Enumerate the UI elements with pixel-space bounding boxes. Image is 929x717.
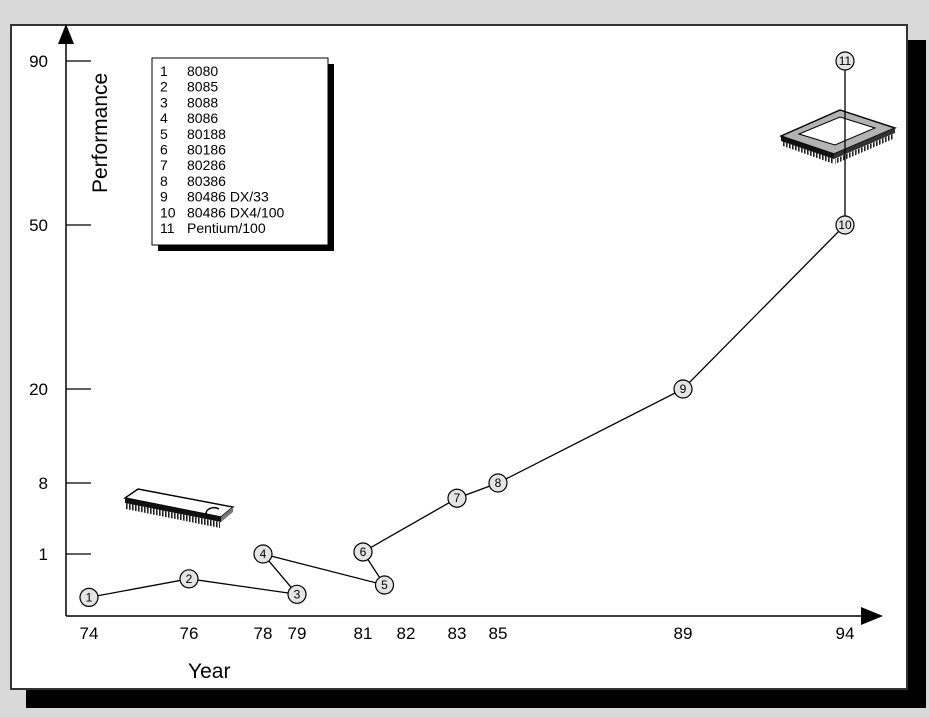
data-point: 5 xyxy=(374,575,395,595)
data-point: 10 xyxy=(835,215,855,235)
data-point-label: 7 xyxy=(454,491,461,505)
data-point-label: 8 xyxy=(495,476,502,490)
data-point-label: 3 xyxy=(294,587,301,601)
legend-entry-number: 6 xyxy=(160,142,168,158)
legend-entry-name: 80286 xyxy=(187,157,226,173)
data-point: 4 xyxy=(253,544,273,564)
x-tick-label: 74 xyxy=(80,624,99,643)
x-tick-label: 81 xyxy=(354,624,373,643)
legend-entry-number: 5 xyxy=(160,126,168,142)
dip-chip-icon xyxy=(123,488,235,528)
legend-entry-name: 8080 xyxy=(187,63,218,79)
x-tick-label: 85 xyxy=(489,624,508,643)
y-axis-title: Performance xyxy=(89,73,112,193)
data-point-label: 2 xyxy=(186,572,193,586)
data-point-marker xyxy=(488,473,508,493)
x-axis-arrow xyxy=(861,607,883,625)
x-axis-title: Year xyxy=(188,660,230,683)
legend-entry-name: 80386 xyxy=(187,173,226,189)
data-point-marker xyxy=(253,544,273,564)
x-tick-label: 76 xyxy=(180,624,199,643)
data-point-label: 4 xyxy=(260,547,267,561)
data-point: 3 xyxy=(287,584,307,604)
data-point-label: 11 xyxy=(839,54,852,68)
data-point: 8 xyxy=(488,473,508,493)
legend-entry-name: 80486 DX/33 xyxy=(187,189,269,205)
x-tick-label: 79 xyxy=(288,624,307,643)
data-point-marker xyxy=(79,587,99,608)
legend-entry-number: 9 xyxy=(160,189,168,205)
legend-entry-name: 80186 xyxy=(187,142,226,158)
data-point-marker xyxy=(287,584,307,604)
legend-entry-name: 8088 xyxy=(187,94,218,110)
data-point-label: 6 xyxy=(360,545,367,559)
data-point: 11 xyxy=(835,51,855,71)
data-point: 1 xyxy=(79,587,99,608)
data-point-marker xyxy=(179,569,199,589)
y-tick-label: 8 xyxy=(39,474,48,493)
legend-entry-number: 8 xyxy=(160,173,168,189)
y-tick-label: 20 xyxy=(29,380,48,399)
legend-entry-number: 7 xyxy=(160,157,168,173)
data-point-marker xyxy=(353,542,373,562)
data-point-marker xyxy=(447,488,467,508)
y-tick-label: 90 xyxy=(29,52,48,71)
axes xyxy=(58,24,883,625)
legend-entry-number: 2 xyxy=(160,79,168,95)
legend-entry-name: 80486 DX4/100 xyxy=(187,204,285,220)
x-tick-label: 94 xyxy=(836,624,855,643)
data-point: 6 xyxy=(353,542,373,562)
legend-entry-number: 4 xyxy=(160,110,168,126)
y-tick-label: 50 xyxy=(29,216,48,235)
x-tick-label: 82 xyxy=(397,624,416,643)
x-tick-label: 78 xyxy=(254,624,273,643)
data-point-marker xyxy=(374,575,395,595)
data-point-marker xyxy=(673,379,693,399)
y-ticks: 1 8 20 50 90 xyxy=(29,52,91,564)
data-point-marker xyxy=(835,215,855,235)
legend-entry-number: 10 xyxy=(160,204,176,220)
data-point-label: 10 xyxy=(838,218,852,232)
y-axis-arrow xyxy=(58,24,74,44)
legend-entry-number: 1 xyxy=(160,63,168,79)
legend-entry-name: Pentium/100 xyxy=(187,220,266,236)
data-point: 9 xyxy=(673,379,693,399)
legend-entry-name: 80188 xyxy=(187,126,226,142)
data-point-label: 5 xyxy=(381,578,388,592)
y-tick-label: 1 xyxy=(39,545,48,564)
x-tick-label: 89 xyxy=(674,624,693,643)
data-point-label: 1 xyxy=(86,590,93,604)
legend-entry-name: 8086 xyxy=(187,110,218,126)
legend-entry-number: 11 xyxy=(160,220,175,236)
legend-entries: 1 8080 2 8085 3 8088 4 8086 5 80188 6 80186 7 80286 8 8… xyxy=(160,63,285,236)
legend-box xyxy=(151,57,329,246)
x-ticks: 74 76 78 79 81 82 83 85 89 94 xyxy=(80,624,855,643)
data-point: 2 xyxy=(179,569,199,589)
legend-entry-name: 8085 xyxy=(187,79,218,95)
x-tick-label: 83 xyxy=(448,624,467,643)
legend: 1 8080 2 8085 3 8088 4 8086 5 80188 6 80186 7 80286 8 8… xyxy=(151,57,334,251)
legend-entry-number: 3 xyxy=(160,94,168,110)
pga-chip-icon xyxy=(779,109,897,164)
data-point-marker xyxy=(835,51,855,71)
data-point: 7 xyxy=(447,488,467,508)
data-point-label: 9 xyxy=(680,382,687,396)
